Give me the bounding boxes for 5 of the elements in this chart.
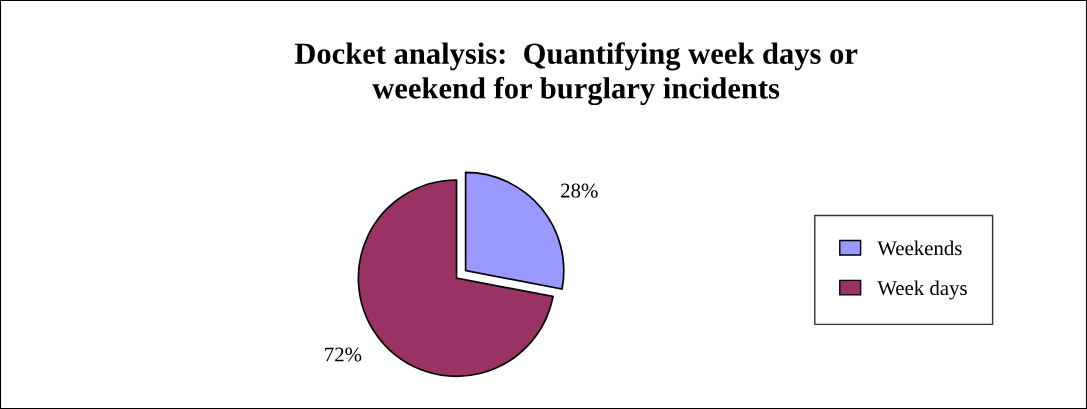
chart-title: Docket analysis: Quantifying week days or weekend for burglary incidents (294, 42, 858, 106)
legend-label: Week days (877, 280, 967, 300)
legend-label: Weekends (877, 240, 962, 256)
data-label: 72% (325, 347, 362, 362)
data-label: 28% (561, 183, 598, 198)
